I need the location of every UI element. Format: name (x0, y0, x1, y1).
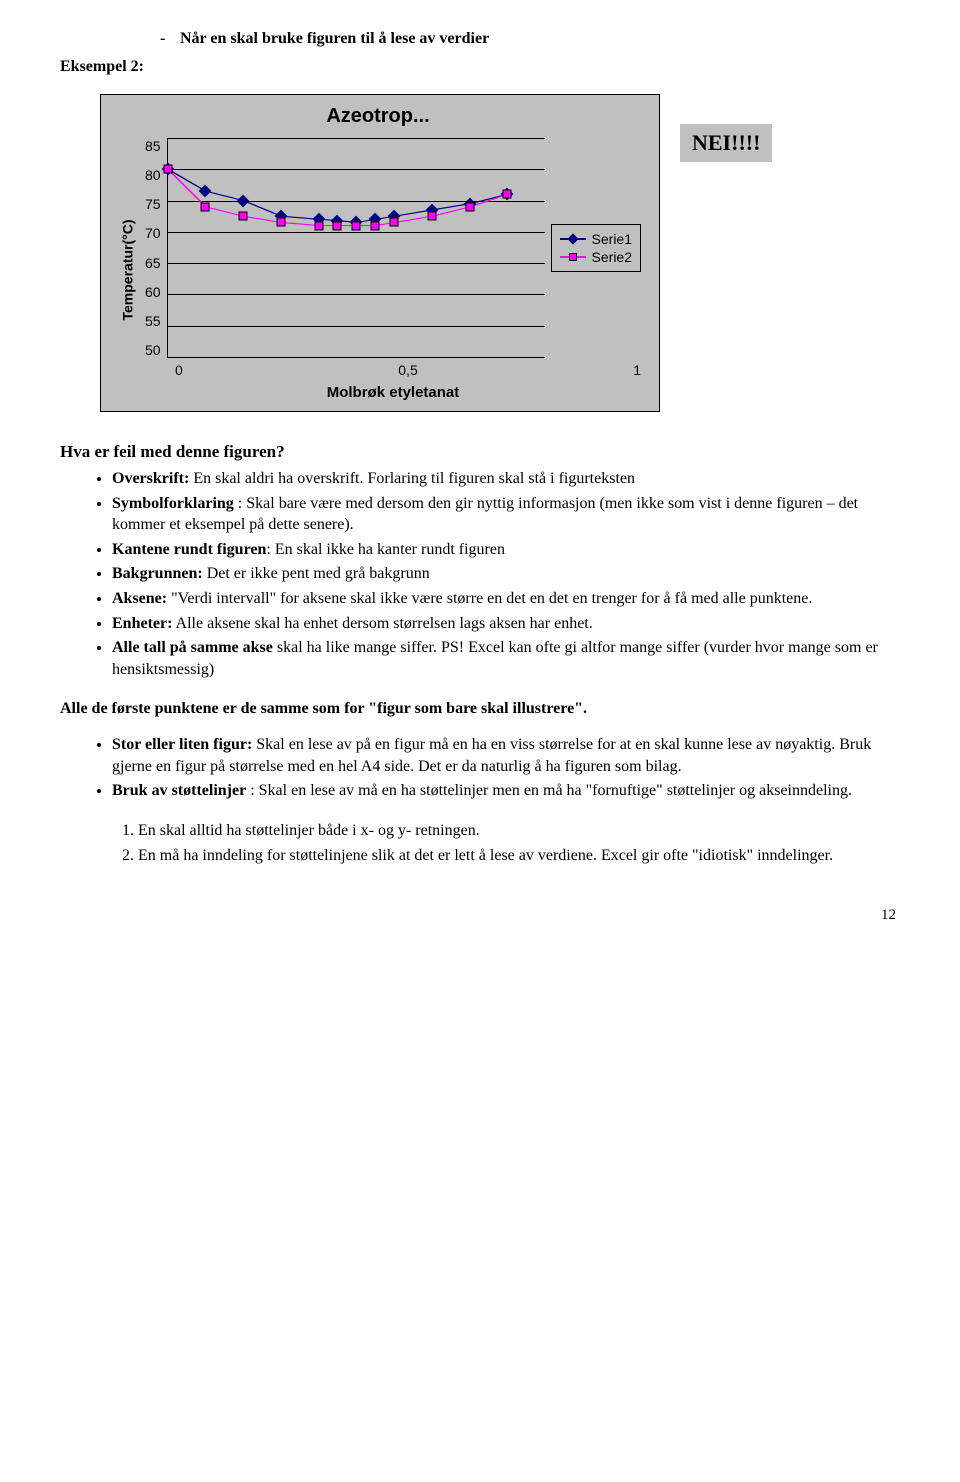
list-item: Bruk av støttelinjer : Skal en lese av m… (112, 780, 900, 802)
chart-box: Azeotrop... Temperatur(°C) 85 80 75 70 65 60 5… (100, 94, 660, 412)
bullet-list-2: Stor eller liten figur: Skal en lese av … (60, 734, 900, 802)
data-point (390, 218, 399, 227)
y-axis-label-wrap: Temperatur(°C) (115, 138, 139, 401)
y-tick: 75 (145, 196, 161, 212)
list-item: En skal alltid ha støttelinjer både i x-… (138, 820, 900, 842)
data-point (163, 165, 172, 174)
data-point (352, 221, 361, 230)
legend-item: Serie2 (560, 249, 632, 265)
y-tick: 70 (145, 225, 161, 241)
x-ticks: 00,51 (175, 362, 641, 378)
top-dash-bullet: - Når en skal bruke figuren til å lese a… (160, 30, 900, 48)
numbered-list: En skal alltid ha støttelinjer både i x-… (60, 820, 900, 867)
chart-row: Azeotrop... Temperatur(°C) 85 80 75 70 65 60 5… (100, 94, 900, 412)
list-item: Stor eller liten figur: Skal en lese av … (112, 734, 900, 777)
bullet-list-1: Overskrift: En skal aldri ha overskrift.… (60, 468, 900, 680)
data-point (371, 221, 380, 230)
legend: Serie1 Serie2 (551, 224, 641, 272)
top-bullet-text: Når en skal bruke figuren til å lese av … (180, 30, 489, 48)
y-tick: 60 (145, 284, 161, 300)
data-point (503, 190, 512, 199)
plot-area (167, 138, 545, 358)
page-number: 12 (60, 907, 900, 924)
legend-label: Serie2 (592, 249, 632, 265)
y-tick: 50 (145, 342, 161, 358)
y-axis-label: Temperatur(°C) (119, 219, 135, 320)
x-tick: 0 (175, 362, 183, 378)
list-item: Alle tall på samme akse skal ha like man… (112, 637, 900, 680)
y-tick: 55 (145, 313, 161, 329)
list-item: Aksene: "Verdi intervall" for aksene ska… (112, 588, 900, 610)
legend-item: Serie1 (560, 231, 632, 247)
data-point (427, 212, 436, 221)
x-axis-label: Molbrøk etyletanat (145, 384, 641, 401)
list-item: Overskrift: En skal aldri ha overskrift.… (112, 468, 900, 490)
data-point (239, 212, 248, 221)
data-point (314, 221, 323, 230)
y-tick: 65 (145, 255, 161, 271)
list-item: Enheter: Alle aksene skal ha enhet derso… (112, 613, 900, 635)
question-heading: Hva er feil med denne figuren? (60, 442, 900, 462)
y-tick: 80 (145, 167, 161, 183)
paragraph-1: Alle de første punktene er de samme som … (60, 698, 900, 720)
data-point (465, 202, 474, 211)
chart-title: Azeotrop... (115, 105, 641, 128)
x-tick: 1 (633, 362, 641, 378)
legend-label: Serie1 (592, 231, 632, 247)
data-point (333, 221, 342, 230)
y-tick: 85 (145, 138, 161, 154)
x-tick: 0,5 (398, 362, 417, 378)
dash: - (160, 30, 180, 48)
data-point (276, 218, 285, 227)
list-item: Bakgrunnen: Det er ikke pent med grå bak… (112, 563, 900, 585)
data-point (201, 202, 210, 211)
list-item: En må ha inndeling for støttelinjene sli… (138, 845, 900, 867)
list-item: Kantene rundt figuren: En skal ikke ha k… (112, 539, 900, 561)
example-label: Eksempel 2: (60, 58, 900, 76)
nei-callout: NEI!!!! (680, 124, 772, 162)
list-item: Symbolforklaring : Skal bare være med de… (112, 493, 900, 536)
gridline (168, 357, 545, 358)
